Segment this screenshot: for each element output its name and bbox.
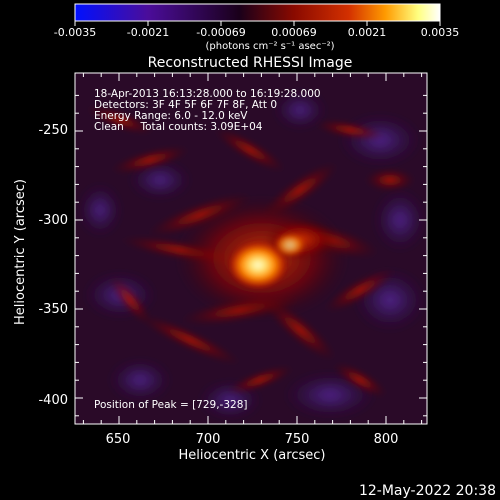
flare-peak xyxy=(228,241,288,289)
x-tick-label: 650 xyxy=(106,432,131,447)
x-tick-label: 750 xyxy=(285,432,310,447)
x-tick-label: 700 xyxy=(196,432,221,447)
clean-counts-text: Clean Total counts: 3.09E+04 xyxy=(94,121,263,133)
plot-frame xyxy=(74,72,428,425)
x-axis-label: Heliocentric X (arcsec) xyxy=(179,448,326,463)
info-annotations: 18-Apr-2013 16:13:28.000 to 16:19:28.000… xyxy=(94,88,321,411)
rhessi-image xyxy=(75,73,427,424)
colorbar-tick-marks xyxy=(74,21,441,26)
y-tick-labels: -250 -300 -350 -400 xyxy=(38,123,68,408)
colorbar-unit-label: (photons cm⁻² s⁻¹ asec⁻²) xyxy=(205,41,334,52)
colorbar: -0.0035 -0.0021 -0.00069 0.00069 0.0021 … xyxy=(54,3,459,52)
y-tick-label: -300 xyxy=(38,213,68,228)
time-range-text: 18-Apr-2013 16:13:28.000 to 16:19:28.000 xyxy=(94,88,321,100)
y-tick-label: -250 xyxy=(38,123,68,138)
y-tick-label: -400 xyxy=(38,393,68,408)
colorbar-tick-label: -0.0035 xyxy=(54,26,96,39)
colorbar-tick-label: 0.00069 xyxy=(271,26,317,39)
colorbar-tick-label: -0.00069 xyxy=(196,26,245,39)
timestamp-footer: 12-May-2022 20:38 xyxy=(359,483,496,499)
detectors-text: Detectors: 3F 4F 5F 6F 7F 8F, Att 0 xyxy=(94,99,277,111)
peak-position-text: Position of Peak = [729,-328] xyxy=(94,399,248,411)
plot-title: Reconstructed RHESSI Image xyxy=(148,55,353,71)
colorbar-tick-label: 0.0021 xyxy=(348,26,387,39)
y-tick-label: -350 xyxy=(38,302,68,317)
colorbar-tick-labels: -0.0035 -0.0021 -0.00069 0.00069 0.0021 … xyxy=(54,26,459,39)
x-tick-label: 800 xyxy=(374,432,399,447)
axis-tick-marks xyxy=(75,73,427,424)
colorbar-gradient xyxy=(74,3,441,22)
energy-range-text: Energy Range: 6.0 - 12.0 keV xyxy=(94,110,248,122)
colorbar-tick-label: -0.0021 xyxy=(127,26,169,39)
y-axis-label: Heliocentric Y (arcsec) xyxy=(13,179,28,325)
colorbar-tick-label: 0.0035 xyxy=(421,26,460,39)
x-tick-labels: 650 700 750 800 xyxy=(106,432,399,447)
